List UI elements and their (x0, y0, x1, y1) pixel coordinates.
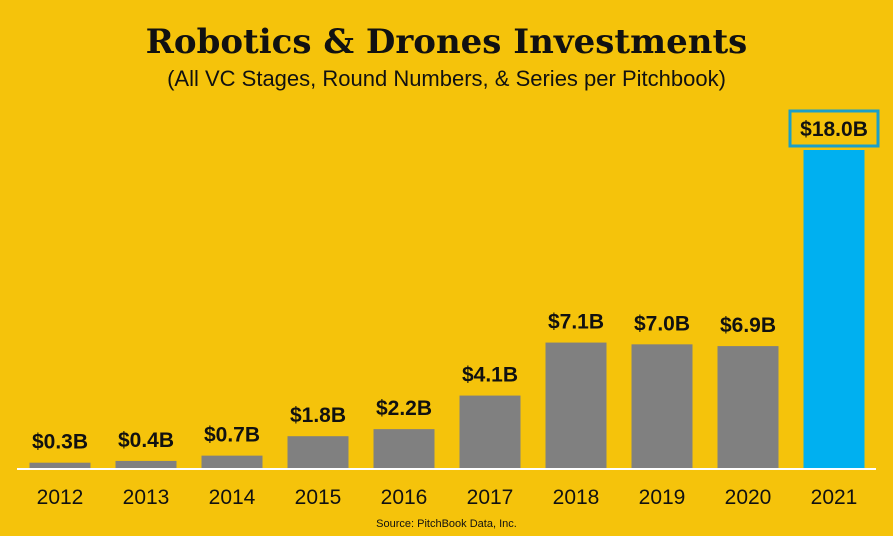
chart-subtitle: (All VC Stages, Round Numbers, & Series … (167, 66, 726, 91)
bar-2017 (459, 395, 521, 468)
data-label-2017: $4.1B (462, 364, 518, 387)
bar-2020 (717, 346, 779, 468)
x-tick-label-2017: 2017 (467, 486, 514, 509)
bar-2012 (29, 462, 91, 468)
bar-2021 (803, 150, 865, 468)
data-label-2016: $2.2B (376, 397, 432, 420)
data-label-2021: $18.0B (800, 118, 868, 141)
data-label-2018: $7.1B (548, 311, 604, 334)
bar-2019 (631, 344, 693, 468)
x-tick-label-2021: 2021 (811, 486, 858, 509)
data-label-2014: $0.7B (204, 424, 260, 447)
bar-2015 (287, 436, 349, 468)
x-tick-label-2013: 2013 (123, 486, 170, 509)
bar-2016 (373, 429, 435, 468)
x-tick-label-2019: 2019 (639, 486, 686, 509)
bar-2014 (201, 455, 263, 468)
data-label-2015: $1.8B (290, 404, 346, 427)
data-label-2020: $6.9B (720, 314, 776, 337)
x-tick-label-2018: 2018 (553, 486, 600, 509)
x-tick-label-2016: 2016 (381, 486, 428, 509)
x-tick-label-2015: 2015 (295, 486, 342, 509)
bar-2018 (545, 342, 607, 468)
data-label-2012: $0.3B (32, 431, 88, 454)
x-tick-label-2012: 2012 (37, 486, 84, 509)
x-tick-label-2014: 2014 (209, 486, 256, 509)
bar-2013 (115, 460, 177, 468)
chart-title: Robotics & Drones Investments (145, 22, 748, 62)
highlight-label-box (788, 109, 880, 148)
data-label-2019: $7.0B (634, 312, 690, 335)
x-tick-label-2020: 2020 (725, 486, 772, 509)
source-note: Source: PitchBook Data, Inc. (376, 518, 517, 530)
data-label-2013: $0.4B (118, 429, 174, 452)
